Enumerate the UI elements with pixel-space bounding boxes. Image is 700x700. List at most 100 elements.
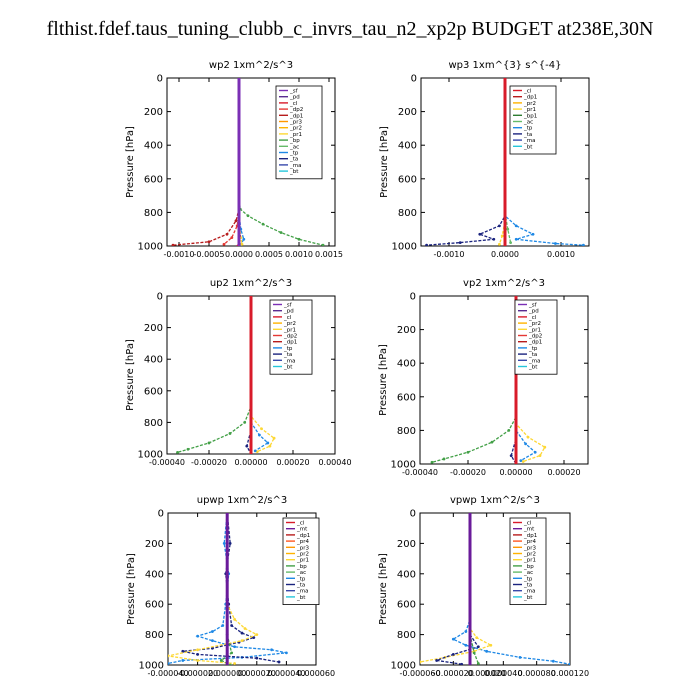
legend-entry: _pr1 xyxy=(523,107,536,113)
data-point xyxy=(230,651,234,655)
x-tick-label: -0.0010 xyxy=(434,250,465,259)
y-axis-label: Pressure [hPa] xyxy=(378,344,389,416)
series-line-dp1 xyxy=(177,296,252,454)
y-tick-label: 200 xyxy=(144,107,163,118)
y-axis-label: Pressure [hPa] xyxy=(378,553,389,625)
data-point xyxy=(475,636,479,640)
legend-entry: _bt xyxy=(523,144,533,150)
data-point xyxy=(207,441,211,445)
y-axis-label: Pressure [hPa] xyxy=(125,339,136,411)
legend-entry: _dp1 xyxy=(523,533,537,539)
legend-box xyxy=(269,299,313,375)
legend-entry: _bt xyxy=(528,365,538,371)
data-point xyxy=(464,630,468,633)
legend-entry: _pr4 xyxy=(296,539,310,545)
legend-entry: _tp xyxy=(289,151,299,157)
legend-entry: _pr3 xyxy=(523,545,537,551)
y-tick-label: 400 xyxy=(398,141,417,152)
y-tick-label: 600 xyxy=(397,600,416,611)
legend-entry: _ta xyxy=(283,352,292,358)
legend-entry: _mt xyxy=(296,527,308,533)
plot-frame xyxy=(419,512,571,666)
data-point xyxy=(498,224,501,228)
legend-entry: _sf xyxy=(528,303,538,309)
x-tick-label: 0.00000 xyxy=(499,468,532,477)
x-tick-label: 0.00040 xyxy=(318,458,351,467)
data-point xyxy=(181,659,185,662)
legend-entry: _mt xyxy=(523,527,535,533)
series-line-ac xyxy=(504,78,512,243)
legend-entry: _cl xyxy=(296,521,305,527)
y-tick-label: 1000 xyxy=(391,460,416,471)
legend-entry: _sf xyxy=(289,89,299,95)
data-point xyxy=(472,651,476,655)
y-tick-label: 0 xyxy=(411,74,417,85)
data-point xyxy=(268,444,272,448)
chart-title: upwp 1xm^2/s^3 xyxy=(197,495,287,506)
x-tick-label: 0.000020 xyxy=(468,669,506,678)
data-point xyxy=(243,421,247,424)
legend-entry: _ac xyxy=(289,144,299,150)
data-point xyxy=(225,232,229,236)
legend-entry: _ma xyxy=(289,163,301,169)
y-tick-label: 200 xyxy=(398,107,417,118)
chart-title: vp2 1xm^2/s^3 xyxy=(463,278,545,289)
data-point xyxy=(500,234,504,238)
data-point xyxy=(509,241,512,245)
legend-entry: _bt xyxy=(296,595,306,601)
x-tick-label: 0.0000 xyxy=(225,250,253,259)
chart-panel-3: up2 1xm^2/s^3 Pressure [hPa] 0 200 400 600 800… xyxy=(125,278,352,467)
page-title: flthist.fdef.taus_tuning_clubb_c_invrs_t… xyxy=(46,18,654,40)
data-point xyxy=(233,645,237,649)
data-point xyxy=(230,624,234,627)
data-point xyxy=(270,648,273,652)
legend-entry: _cl xyxy=(289,101,298,107)
legend-entry: _pr2 xyxy=(528,321,541,327)
legend-entry: _pd xyxy=(528,309,539,315)
y-tick-label: 600 xyxy=(144,386,163,397)
data-point xyxy=(237,244,241,246)
x-tick-label: 0.00020 xyxy=(276,458,309,467)
legend-entry: _dp1 xyxy=(296,533,310,539)
data-point xyxy=(196,634,200,638)
legend-entry: _bt xyxy=(289,169,299,175)
chart-title: wp2 1xm^2/s^3 xyxy=(209,60,293,71)
data-point xyxy=(234,219,238,223)
chart-panel-2: wp3 1xm^{3} s^{-4} Pressure [hPa] 0 200 400 6… xyxy=(379,60,590,259)
data-point xyxy=(582,243,585,246)
y-tick-label: 800 xyxy=(145,630,164,641)
data-point xyxy=(506,227,510,231)
y-tick-label: 600 xyxy=(397,392,416,403)
x-tick-label: 0.000040 xyxy=(484,669,522,678)
data-point xyxy=(466,450,470,454)
legend-entry: _ta xyxy=(523,132,532,138)
data-point xyxy=(285,651,288,655)
data-point xyxy=(228,542,232,545)
legend-entry: _dp2 xyxy=(283,334,297,340)
data-point xyxy=(321,243,325,246)
y-tick-label: 600 xyxy=(145,600,164,611)
legend-entry: _bt xyxy=(283,365,293,371)
data-point xyxy=(196,659,200,662)
legend-entry: _pr1 xyxy=(289,132,302,138)
x-tick-label: -0.000060 xyxy=(399,669,440,678)
x-tick-label: 0.0005 xyxy=(255,250,283,259)
legend-entry: _ac xyxy=(523,570,533,576)
chart-panel-5: upwp 1xm^2/s^3 Pressure [hPa] 0 200 400 600 80… xyxy=(126,495,335,678)
legend-entry: _pr4 xyxy=(523,539,537,545)
y-tick-label: 400 xyxy=(397,569,416,580)
data-point xyxy=(228,432,232,435)
data-point xyxy=(211,646,214,650)
x-tick-label: -0.0005 xyxy=(194,250,225,259)
data-point xyxy=(514,224,518,228)
series-line-tp xyxy=(250,296,269,452)
data-point xyxy=(509,454,513,457)
data-point xyxy=(246,214,250,218)
data-point xyxy=(168,654,170,658)
y-tick-label: 800 xyxy=(397,630,416,641)
legend-entry: _cl xyxy=(283,315,292,321)
legend-entry: _dp1 xyxy=(289,113,303,119)
data-point xyxy=(228,663,232,665)
series-line-ta xyxy=(246,296,252,454)
x-tick-label: -0.000020 xyxy=(433,669,474,678)
